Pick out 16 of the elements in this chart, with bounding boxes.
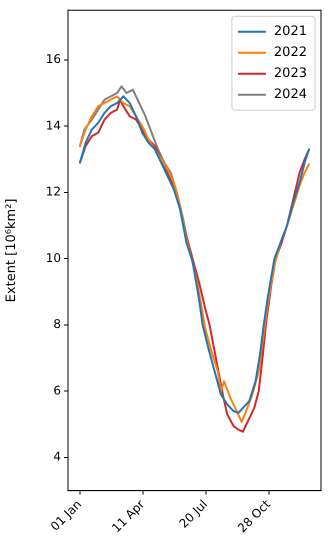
y-tick-label: 8 <box>53 317 61 332</box>
legend-label: 2021 <box>274 24 308 40</box>
y-tick-label: 12 <box>46 184 61 199</box>
y-tick-label: 14 <box>46 118 61 132</box>
x-tick-label: 20 Jul <box>176 497 210 531</box>
y-tick-label: 6 <box>53 383 61 398</box>
x-tick-label: 28 Oct <box>235 496 274 536</box>
y-tick-label: 16 <box>46 52 61 66</box>
y-tick-label: 10 <box>46 250 61 265</box>
legend-label: 2024 <box>274 87 308 102</box>
legend-label: 2022 <box>274 45 308 60</box>
legend-label: 2023 <box>274 66 308 82</box>
y-axis-title: Extent [10⁶km²] <box>4 198 20 302</box>
x-tick-label: 11 Apr <box>109 497 148 536</box>
y-tick-label: 4 <box>53 450 61 464</box>
x-tick-label: 01 Jan <box>48 497 84 534</box>
